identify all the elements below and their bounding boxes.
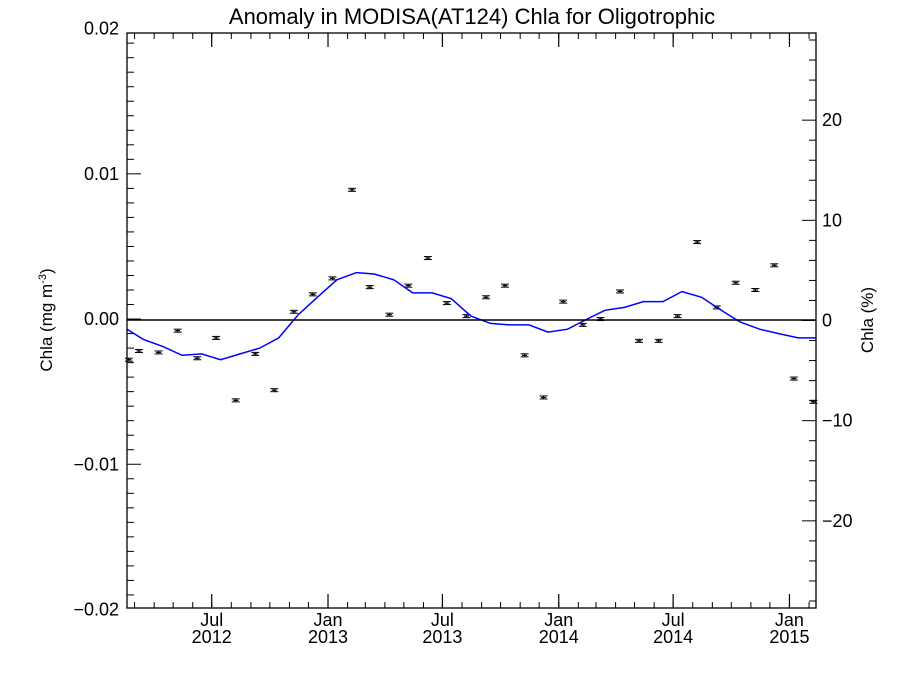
x-axis: Jul2012Jan2013Jul2013Jan2014Jul2014Jan20… — [134, 33, 810, 647]
y-right-tick-label: 20 — [822, 110, 842, 130]
anomaly-point — [673, 314, 682, 319]
y-left-tick-label: −0.02 — [73, 599, 119, 619]
anomaly-point — [539, 395, 548, 400]
y-right-tick-label: −20 — [822, 511, 853, 531]
anomaly-point — [212, 335, 221, 340]
x-tick-label-year: 2014 — [653, 627, 693, 647]
anomaly-point — [308, 292, 317, 297]
y-left-tick-label: 0.00 — [84, 309, 119, 329]
y-right-tick-label: −10 — [822, 411, 853, 431]
anomaly-point — [731, 280, 740, 285]
anomaly-point — [693, 240, 702, 245]
y-axis-left-label: Chla (mg m-3) — [37, 268, 56, 371]
anomaly-point — [193, 356, 202, 361]
x-tick-label-month: Jul — [662, 610, 685, 630]
anomaly-point — [654, 338, 663, 343]
anomaly-point — [289, 309, 298, 314]
x-tick-label-year: 2014 — [539, 627, 579, 647]
anomaly-point — [270, 388, 279, 393]
anomaly-point — [578, 322, 587, 327]
x-tick-label-month: Jan — [313, 610, 342, 630]
y-right-tick-label: 0 — [822, 311, 832, 331]
anomaly-point — [751, 288, 760, 293]
anomaly-point — [328, 276, 337, 281]
anomaly-point — [173, 328, 182, 333]
chart-title: Anomaly in MODISA(AT124) Chla for Oligot… — [229, 4, 715, 29]
y-left-tick-label: 0.02 — [84, 19, 119, 39]
anomaly-point — [559, 299, 568, 304]
anomaly-point — [616, 289, 625, 294]
x-tick-label-month: Jul — [431, 610, 454, 630]
anomaly-point — [348, 187, 357, 192]
anomaly-point — [404, 283, 413, 288]
x-tick-label-year: 2012 — [192, 627, 232, 647]
anomaly-point — [482, 295, 491, 300]
y-right-tick-label: 10 — [822, 210, 842, 230]
anomaly-point — [154, 350, 163, 355]
x-tick-label-month: Jul — [200, 610, 223, 630]
anomaly-point — [365, 285, 374, 290]
anomaly-point — [124, 357, 133, 362]
x-tick-label-year: 2013 — [422, 627, 462, 647]
anomaly-point — [135, 348, 144, 353]
y-left-tick-label: −0.01 — [73, 454, 119, 474]
anomaly-point — [385, 312, 394, 317]
y-axis-right-label: Chla (%) — [858, 287, 877, 353]
anomaly-point — [520, 353, 529, 358]
y-left-tick-label: 0.01 — [84, 164, 119, 184]
y-axis-left: 0.02 0.01 0.00 −0.01 −0.02 — [73, 19, 141, 619]
anomaly-point — [423, 256, 432, 261]
plot-area — [124, 187, 818, 404]
x-tick-label-month: Jan — [775, 610, 804, 630]
anomaly-point — [789, 376, 798, 381]
anomaly-point — [442, 301, 451, 306]
x-tick-label-month: Jan — [544, 610, 573, 630]
anomaly-point — [501, 283, 510, 288]
x-tick-label-year: 2015 — [769, 627, 809, 647]
anomaly-point — [231, 398, 240, 403]
y-axis-right: 20 10 0 −10 −20 — [802, 39, 853, 602]
anomaly-point — [635, 338, 644, 343]
x-tick-label-year: 2013 — [308, 627, 348, 647]
anomaly-point — [251, 351, 260, 356]
anomaly-point — [770, 263, 779, 268]
running-mean-line — [126, 271, 816, 361]
